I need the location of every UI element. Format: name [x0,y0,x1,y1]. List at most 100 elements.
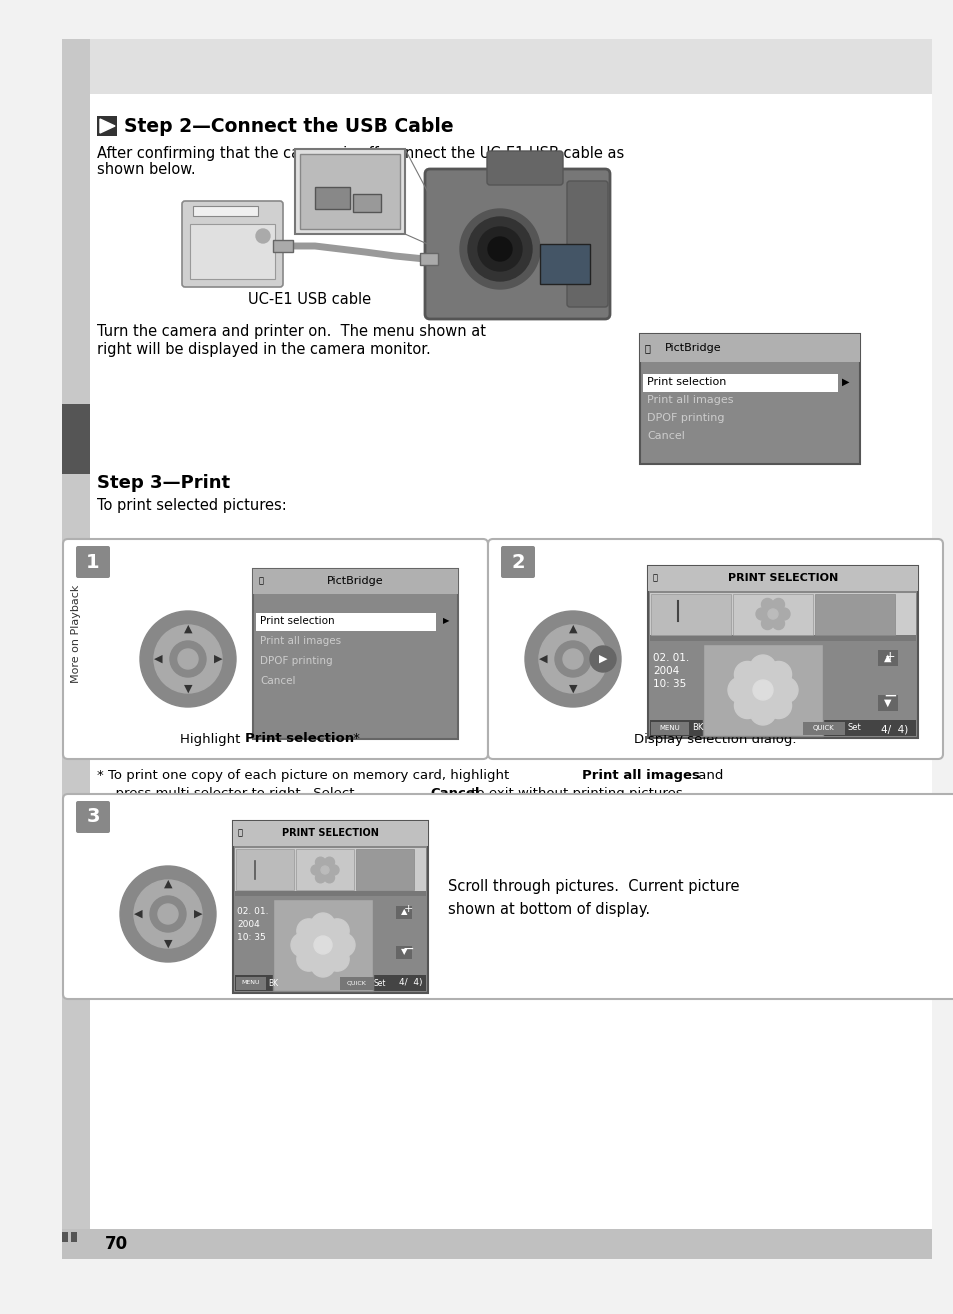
Circle shape [734,692,760,719]
Text: QUICK: QUICK [347,980,367,986]
Text: To print selected pictures:: To print selected pictures: [97,498,287,512]
Bar [234,975,426,991]
Bar [295,849,354,890]
Circle shape [749,654,775,681]
Text: 2004: 2004 [236,920,259,929]
Bar [702,644,822,736]
Bar [647,566,917,591]
Text: 10: 35: 10: 35 [236,933,266,942]
FancyBboxPatch shape [488,539,942,759]
Circle shape [764,692,791,719]
Text: 70: 70 [105,1235,128,1254]
Circle shape [778,608,789,620]
Circle shape [324,872,335,883]
Circle shape [150,896,186,932]
Circle shape [315,857,325,867]
Text: and: and [693,769,722,782]
Circle shape [331,933,355,957]
Bar [62,1233,68,1242]
Bar [294,148,405,234]
Bar [649,593,915,636]
Text: MENU: MENU [659,725,679,731]
Bar [233,821,428,993]
Bar [255,614,436,631]
Text: ▶: ▶ [598,654,607,664]
Text: ◀: ◀ [538,654,547,664]
Bar [395,905,412,918]
Circle shape [296,918,320,943]
Text: −: − [882,687,896,706]
Circle shape [320,866,329,874]
Text: Print selection: Print selection [260,616,335,625]
Text: 02. 01.: 02. 01. [652,653,688,664]
Circle shape [764,661,791,687]
FancyBboxPatch shape [486,151,562,185]
Circle shape [296,947,320,971]
Text: QUICK: QUICK [812,725,834,731]
FancyBboxPatch shape [424,170,609,319]
Bar [877,650,897,666]
Text: 4/  4): 4/ 4) [880,724,907,735]
Text: ▲: ▲ [883,653,891,664]
Circle shape [727,677,753,703]
Circle shape [315,872,325,883]
Text: 🎥: 🎥 [237,829,243,837]
Text: 4/  4): 4/ 4) [399,978,422,987]
Circle shape [562,649,582,669]
Bar [234,848,426,891]
Bar [355,849,414,890]
Bar [639,334,859,361]
Text: PRINT SELECTION: PRINT SELECTION [281,828,378,838]
Text: to exit without printing pictures.: to exit without printing pictures. [467,787,686,800]
Text: More on Playback: More on Playback [71,585,81,683]
Bar [273,899,373,991]
Text: PictBridge: PictBridge [664,343,720,353]
Circle shape [734,661,760,687]
FancyBboxPatch shape [76,547,110,578]
Text: MENU: MENU [241,980,260,986]
Circle shape [760,618,773,629]
Bar [235,849,294,890]
Circle shape [771,677,797,703]
Text: DPOF printing: DPOF printing [646,413,723,423]
Text: ▶: ▶ [193,909,202,918]
Text: ▶: ▶ [213,654,222,664]
Bar [732,594,812,635]
Text: Print all images: Print all images [646,396,733,405]
Text: ◀: ◀ [153,654,162,664]
FancyBboxPatch shape [63,794,953,999]
Bar [339,978,374,989]
Text: ▼: ▼ [164,940,172,949]
Circle shape [314,936,332,954]
Text: Step 2—Connect the USB Cable: Step 2—Connect the USB Cable [124,117,453,135]
Text: 3: 3 [86,808,100,827]
Text: ◀: ◀ [133,909,142,918]
Text: 1: 1 [86,552,100,572]
Text: ▶: ▶ [442,616,449,625]
Text: Cancel: Cancel [430,787,479,800]
Text: ▲: ▲ [400,908,407,916]
Text: 2: 2 [511,552,524,572]
Bar [650,721,688,735]
Text: UC-E1 USB cable: UC-E1 USB cable [248,292,371,307]
Circle shape [153,625,222,692]
Circle shape [589,646,616,671]
FancyBboxPatch shape [182,201,283,286]
Text: shown below.: shown below. [97,162,195,177]
Text: Print selection: Print selection [245,732,354,745]
Text: 02. 01.: 02. 01. [236,907,268,916]
Text: Highlight: Highlight [180,732,245,745]
Bar [62,39,931,95]
Text: Print all images: Print all images [581,769,700,782]
Circle shape [291,933,314,957]
Text: Scroll through pictures.  Current picture: Scroll through pictures. Current picture [448,879,739,894]
Circle shape [749,699,775,725]
Bar [62,1229,931,1259]
Text: −: − [402,942,414,957]
Bar [650,594,730,635]
Bar [233,821,428,846]
Circle shape [325,918,349,943]
Circle shape [538,625,606,692]
Text: 🎥: 🎥 [644,343,650,353]
Text: ▶: ▶ [841,377,848,388]
